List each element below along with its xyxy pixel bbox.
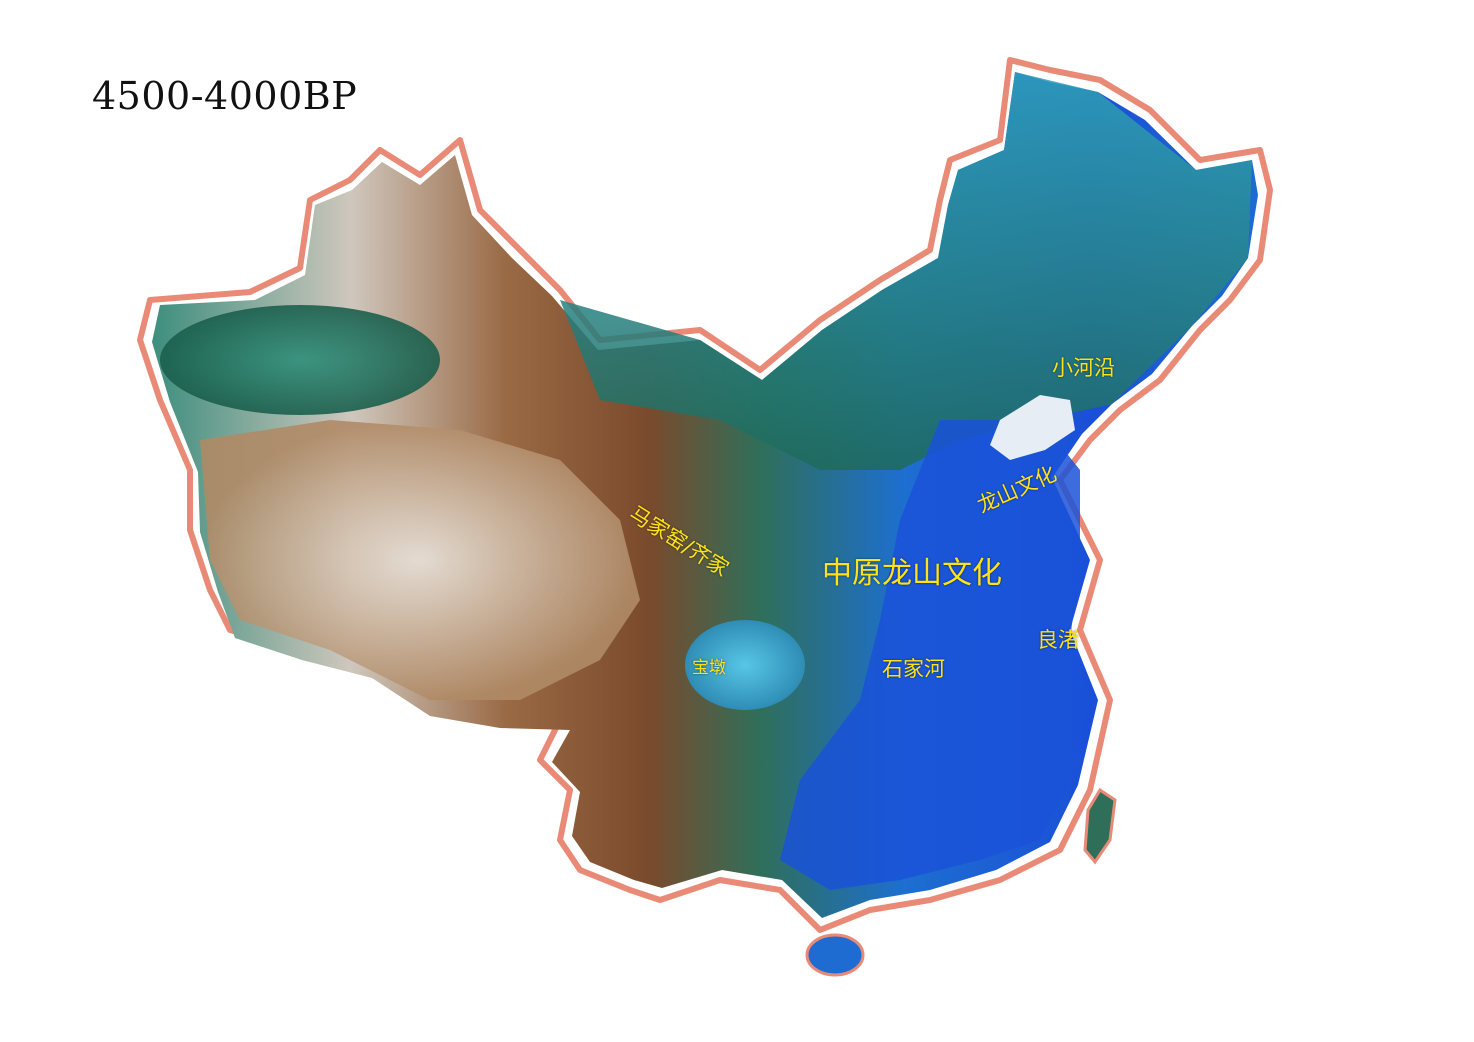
eastern-lowlands — [780, 420, 1090, 890]
label-xiaoheyan: 小河沿 — [1052, 356, 1115, 380]
tibetan-plateau — [200, 420, 640, 700]
label-shijiahe: 石家河 — [882, 657, 945, 681]
taiwan-island — [1083, 787, 1117, 865]
sichuan-basin — [685, 620, 805, 710]
bohai-sea — [990, 395, 1075, 460]
period-title: 4500-4000BP — [92, 74, 358, 118]
northern-region — [560, 72, 1252, 470]
label-baodun: 宝墩 — [692, 658, 726, 678]
tarim-basin — [160, 305, 440, 415]
hainan-island — [805, 933, 865, 977]
label-liangzhu: 良渚 — [1037, 628, 1079, 652]
label-zhongyuan-longshan: 中原龙山文化 — [822, 556, 1002, 591]
